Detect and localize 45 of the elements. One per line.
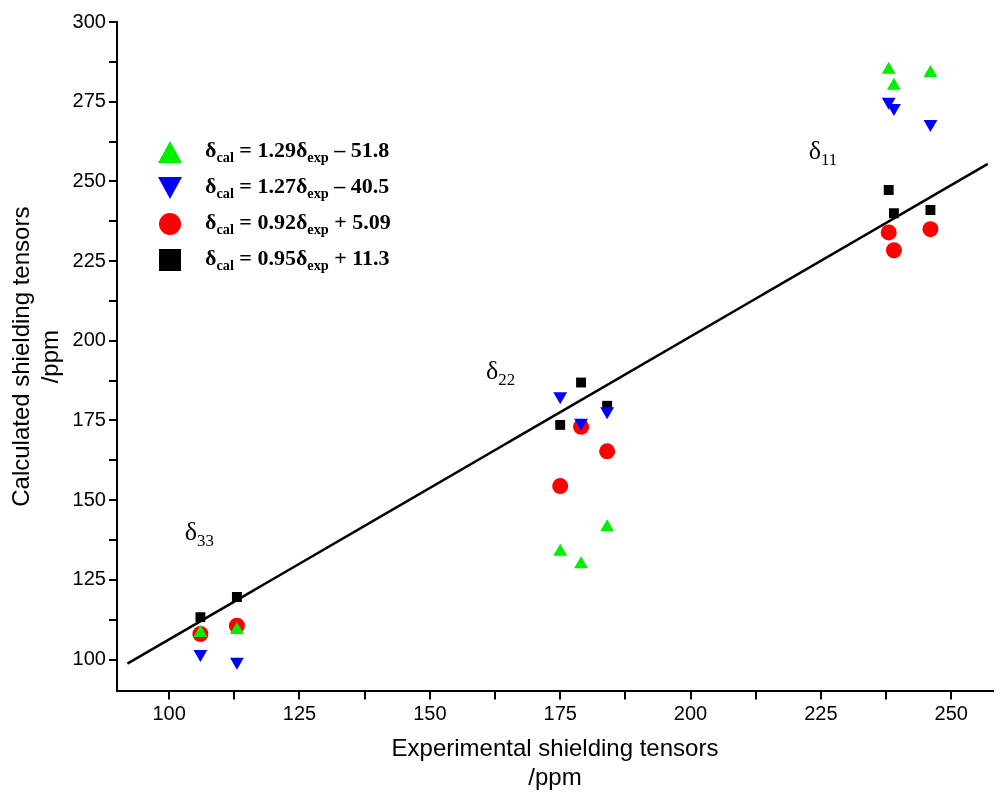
y-tick-label: 150: [72, 487, 106, 510]
x-tick-label: 225: [804, 701, 838, 724]
y-tick-label: 200: [72, 328, 106, 351]
y-tick-label: 175: [72, 407, 106, 430]
point: [553, 543, 568, 556]
x-tick-label: 250: [934, 701, 968, 724]
point: [925, 205, 936, 216]
y-tick-label: 100: [72, 647, 106, 670]
point: [574, 556, 588, 569]
x-tick-label: 150: [413, 701, 447, 724]
x-tick-label: 125: [282, 701, 317, 724]
y-tick-label: 275: [72, 89, 106, 112]
point: [922, 221, 939, 238]
y-tick-label: 225: [72, 248, 106, 271]
point: [880, 224, 897, 241]
point: [229, 621, 244, 634]
point: [883, 185, 894, 195]
x-tick-label: 175: [543, 701, 577, 724]
point: [552, 478, 569, 495]
point: [574, 418, 588, 431]
legend-label: δ$_{cal}$ = 1.27δ$_{exp}$ – 40.5: [204, 173, 390, 203]
point: [193, 625, 208, 638]
y-tick-label: 300: [72, 9, 106, 32]
point: [195, 612, 206, 623]
x-tick-label: 100: [152, 701, 186, 724]
point: [231, 592, 242, 602]
point: [888, 208, 899, 219]
point: [555, 419, 566, 430]
point: [600, 519, 615, 532]
y-tick-label: 250: [72, 168, 106, 191]
legend-label: δ$_{cal}$ = 0.92δ$_{exp}$ + 5.09: [204, 209, 391, 239]
annotation: δ$_{22}$: [486, 356, 516, 391]
x-tick-label: 200: [673, 701, 708, 724]
point: [887, 104, 901, 117]
x-axis-title: Experimental shielding tensors /ppm: [391, 734, 719, 791]
point: [599, 443, 616, 460]
annotation: δ$_{33}$: [184, 516, 214, 552]
legend-label: δ$_{cal}$ = 0.95δ$_{exp}$ + 11.3: [204, 245, 390, 275]
annotation: δ$_{11}$: [808, 135, 838, 170]
y-tick-label: 125: [72, 567, 106, 590]
point: [885, 242, 902, 259]
legend-label: δ$_{cal}$ = 1.29δ$_{exp}$ – 51.8: [204, 137, 390, 167]
point: [923, 120, 938, 132]
y-axis-title: Calculated shielding tensors /ppm: [7, 206, 63, 507]
point: [576, 377, 587, 388]
